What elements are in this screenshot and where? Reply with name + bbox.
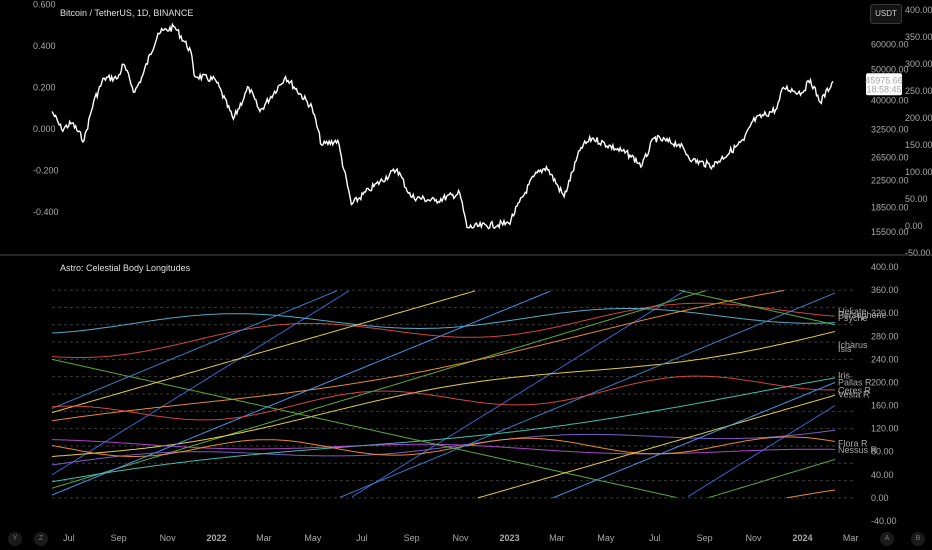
series-label: Nessus R <box>838 445 878 455</box>
countdown-value: 18:58:45 <box>866 84 901 94</box>
series-label: Isis <box>838 344 852 354</box>
series-label: Hekate <box>838 306 867 316</box>
x-tick-label: May <box>597 533 615 543</box>
price-tick-label: 22500.00 <box>871 175 909 185</box>
price-series-line <box>51 22 834 230</box>
astro-tick-label: 40.00 <box>871 470 894 480</box>
secondary-tick-label: 0.00 <box>905 221 923 231</box>
price-tick-label: 50000.00 <box>871 65 909 75</box>
x-tick-label: 2023 <box>500 533 520 543</box>
series-label: Persephone <box>838 310 887 320</box>
astro-curve <box>51 377 836 483</box>
astro-tick-label: 80.00 <box>871 447 894 457</box>
astro-lines-layer <box>51 289 836 499</box>
x-tick-label: Nov <box>453 533 470 543</box>
series-label: Flora R <box>838 439 868 449</box>
x-tick-label: 2022 <box>207 533 227 543</box>
control-z[interactable]: Z <box>34 532 48 546</box>
astro-tick-label: 240.00 <box>871 354 899 364</box>
astro-tick-label: 360.00 <box>871 285 899 295</box>
series-label: Iris <box>838 371 850 381</box>
last-price-value: 45975.66 <box>865 75 903 85</box>
x-tick-label: Nov <box>160 533 177 543</box>
x-tick-label: Jul <box>649 533 661 543</box>
astro-tick-label: 200.00 <box>871 377 899 387</box>
osc-tick-label: -0.400 <box>33 207 59 217</box>
x-tick-label: Mar <box>843 533 859 543</box>
x-tick-label: May <box>304 533 322 543</box>
secondary-tick-label: -50.00 <box>905 248 931 258</box>
secondary-tick-label: 50.00 <box>905 194 928 204</box>
secondary-tick-label: 400.00 <box>905 5 932 15</box>
secondary-tick-label: 200.00 <box>905 113 932 123</box>
astro-tick-label: 160.00 <box>871 401 899 411</box>
x-tick-label: Jul <box>63 533 75 543</box>
price-tick-label: 40000.00 <box>871 96 909 106</box>
astro-curve <box>51 375 835 421</box>
series-label: Ceres R <box>838 386 872 396</box>
x-tick-label: Mar <box>549 533 565 543</box>
x-tick-label: 2024 <box>792 533 812 543</box>
price-tick-label: 18500.00 <box>871 202 909 212</box>
x-tick-label: Nov <box>746 533 763 543</box>
secondary-tick-label: 150.00 <box>905 140 932 150</box>
control-y[interactable]: Y <box>8 532 22 546</box>
x-tick-label: Sep <box>697 533 713 543</box>
astro-curve <box>51 308 836 334</box>
osc-tick-label: 0.400 <box>33 41 56 51</box>
osc-tick-label: -0.200 <box>33 166 59 176</box>
astro-curve <box>51 290 836 498</box>
x-tick-label: Jul <box>356 533 368 543</box>
currency-button[interactable]: USDT <box>870 4 902 24</box>
x-tick-label: Sep <box>404 533 420 543</box>
last-price-tag <box>866 73 902 96</box>
astro-curve <box>51 290 836 499</box>
astro-tick-label: -40.00 <box>871 516 897 526</box>
series-label: Icharus <box>838 340 868 350</box>
control-b[interactable]: B <box>911 532 925 546</box>
price-tick-label: 15500.00 <box>871 227 909 237</box>
secondary-tick-label: 350.00 <box>905 32 932 42</box>
control-a[interactable]: A <box>880 532 894 546</box>
astro-curve <box>51 436 836 457</box>
secondary-tick-label: 250.00 <box>905 86 932 96</box>
indicator-title: Astro: Celestial Body Longitudes <box>60 263 191 273</box>
astro-tick-label: 400.00 <box>871 262 899 272</box>
price-tick-label: 26500.00 <box>871 153 909 163</box>
astro-tick-label: 120.00 <box>871 424 899 434</box>
series-label: Psyche <box>838 313 868 323</box>
astro-curve <box>51 439 836 455</box>
series-label: Pallas R <box>838 377 872 387</box>
osc-tick-label: 0.000 <box>33 124 56 134</box>
x-tick-label: Mar <box>256 533 272 543</box>
price-tick-label: 32500.00 <box>871 124 909 134</box>
astro-curve <box>51 302 836 358</box>
labels-layer: Jul Sep Nov 2022 Mar May Jul Sep Nov 2023 Mar May Ju… <box>33 0 932 543</box>
secondary-tick-label: 100.00 <box>905 167 932 177</box>
price-tick-label: 60000.00 <box>871 39 909 49</box>
osc-tick-label: 0.600 <box>33 0 56 10</box>
astro-tick-label: 0.00 <box>871 493 889 503</box>
astro-curve <box>51 331 836 457</box>
astro-curve <box>51 290 836 499</box>
astro-tick-label: 320.00 <box>871 308 899 318</box>
x-tick-label: Sep <box>111 533 127 543</box>
astro-curve <box>51 290 836 499</box>
osc-tick-label: 0.200 <box>33 83 56 93</box>
secondary-tick-label: 300.00 <box>905 59 932 69</box>
astro-tick-label: 280.00 <box>871 331 899 341</box>
series-label: Vesta R <box>838 390 870 400</box>
symbol-title: Bitcoin / TetherUS, 1D, BINANCE <box>60 8 193 18</box>
